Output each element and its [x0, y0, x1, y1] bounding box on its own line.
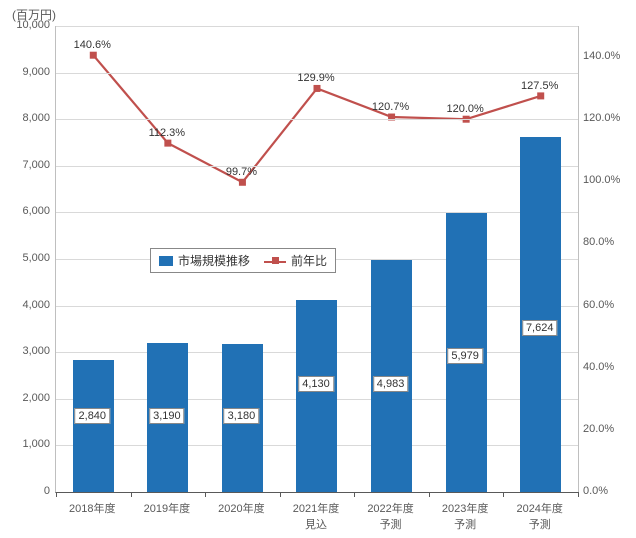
bar: [296, 300, 337, 492]
x-tick-label: 2020年度: [204, 500, 279, 516]
legend-label: 市場規模推移: [178, 252, 250, 269]
y-left-tick-label: 1,000: [10, 438, 50, 450]
gridline: [56, 26, 578, 27]
line-marker: [314, 85, 321, 92]
legend-swatch-line: [264, 255, 286, 267]
y-left-tick-label: 4,000: [10, 299, 50, 311]
bar: [520, 137, 561, 492]
legend-swatch-bar: [159, 256, 173, 266]
bar-value-label: 5,979: [447, 348, 483, 364]
line-value-label: 140.6%: [74, 39, 111, 51]
line-marker: [537, 92, 544, 99]
y-left-tick-label: 7,000: [10, 159, 50, 171]
x-tick-mark: [354, 492, 355, 497]
line-value-label: 120.0%: [446, 103, 483, 115]
y-left-tick-label: 5,000: [10, 252, 50, 264]
gridline: [56, 166, 578, 167]
line-value-label: 120.7%: [372, 101, 409, 113]
line-value-label: 112.3%: [149, 127, 186, 139]
y-right-tick-label: 80.0%: [583, 236, 628, 248]
y-right-tick-label: 60.0%: [583, 299, 628, 311]
x-tick-label: 2019年度: [130, 500, 205, 516]
line-marker: [239, 179, 246, 186]
gridline: [56, 212, 578, 213]
bar-value-label: 4,983: [373, 376, 409, 392]
bar-value-label: 3,180: [224, 408, 260, 424]
x-tick-label: 2018年度: [55, 500, 130, 516]
y-left-tick-label: 6,000: [10, 205, 50, 217]
y-left-tick-label: 3,000: [10, 345, 50, 357]
y-left-tick-label: 10,000: [10, 19, 50, 31]
gridline: [56, 119, 578, 120]
y-right-tick-label: 140.0%: [583, 50, 628, 62]
y-right-tick-label: 40.0%: [583, 361, 628, 373]
legend-item: 市場規模推移: [159, 252, 250, 269]
y-left-tick-label: 9,000: [10, 66, 50, 78]
y-right-tick-label: 120.0%: [583, 112, 628, 124]
y-left-tick-label: 0: [10, 485, 50, 497]
bar-value-label: 2,840: [75, 408, 111, 424]
y-right-tick-label: 100.0%: [583, 174, 628, 186]
line-marker: [164, 140, 171, 147]
y-left-tick-label: 8,000: [10, 112, 50, 124]
legend-item: 前年比: [264, 252, 327, 269]
x-tick-label: 2021年度 見込: [279, 500, 354, 532]
bar: [73, 360, 114, 492]
x-tick-mark: [578, 492, 579, 497]
legend-label: 前年比: [291, 252, 327, 269]
market-size-chart: (百万円) 01,0002,0003,0004,0005,0006,0007,0…: [0, 0, 636, 538]
y-right-tick-label: 20.0%: [583, 423, 628, 435]
x-tick-label: 2023年度 予測: [428, 500, 503, 532]
x-tick-mark: [280, 492, 281, 497]
x-tick-mark: [503, 492, 504, 497]
x-tick-label: 2022年度 予測: [353, 500, 428, 532]
x-tick-mark: [131, 492, 132, 497]
x-tick-mark: [205, 492, 206, 497]
x-tick-mark: [56, 492, 57, 497]
bar-value-label: 3,190: [149, 408, 185, 424]
x-tick-mark: [429, 492, 430, 497]
x-tick-label: 2024年度 予測: [502, 500, 577, 532]
legend: 市場規模推移 前年比: [150, 248, 336, 273]
bar-value-label: 4,130: [298, 376, 334, 392]
line-marker: [90, 52, 97, 59]
line-value-label: 99.7%: [226, 166, 257, 178]
line-value-label: 127.5%: [521, 80, 558, 92]
y-left-tick-label: 2,000: [10, 392, 50, 404]
y-right-tick-label: 0.0%: [583, 485, 628, 497]
line-value-label: 129.9%: [297, 72, 334, 84]
bar-value-label: 7,624: [522, 320, 558, 336]
